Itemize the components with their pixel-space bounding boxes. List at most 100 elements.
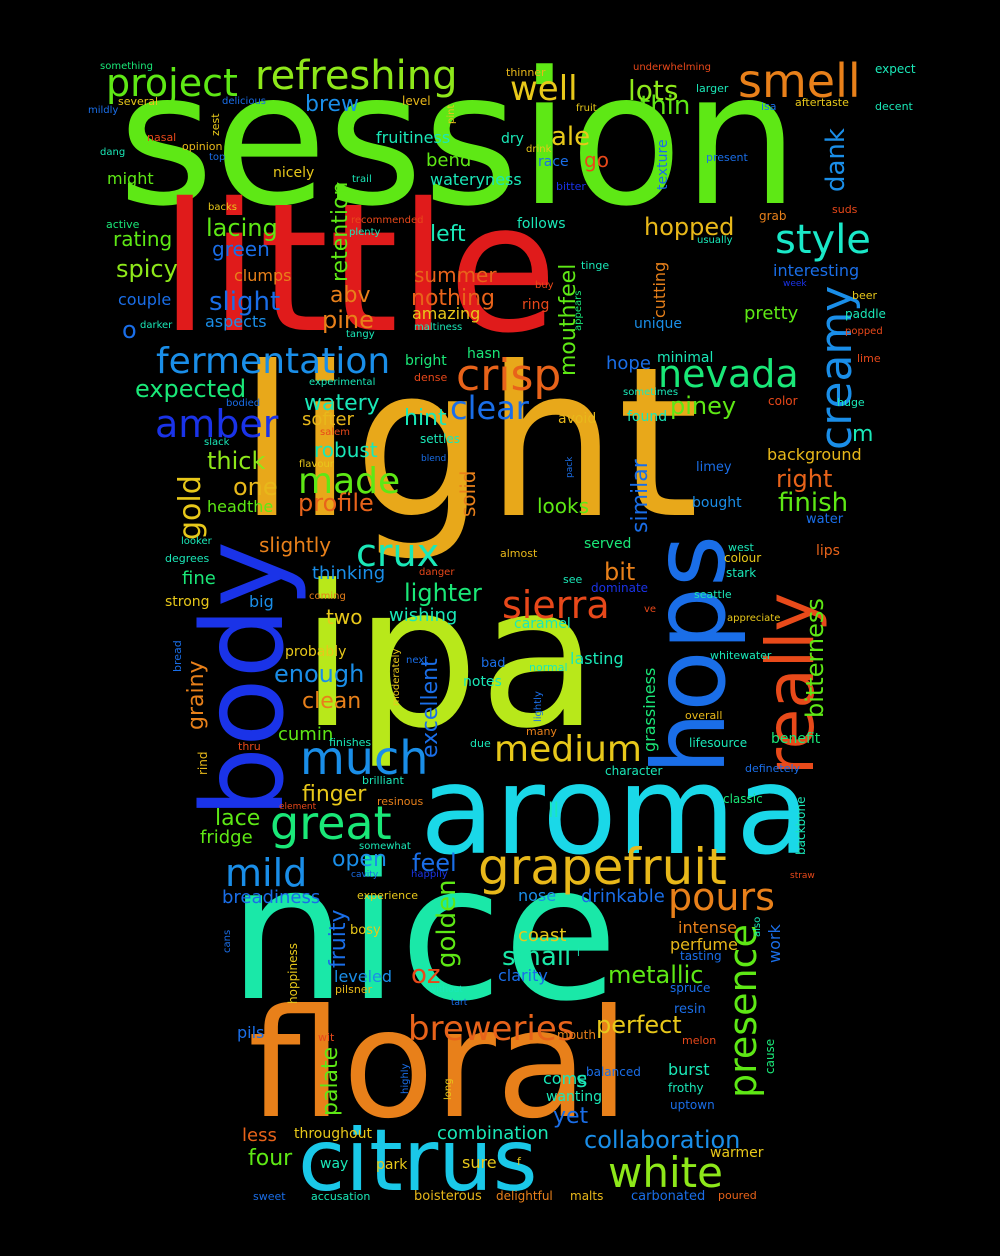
word-bright: bright — [405, 353, 447, 369]
word-fridge: fridge — [200, 827, 253, 848]
word-popped: popped — [845, 326, 883, 337]
word-smell: smell — [738, 54, 861, 108]
word-limey: limey — [696, 460, 732, 475]
word-settles: settles — [420, 432, 461, 446]
word-throughout: throughout — [294, 1126, 372, 1142]
word-finishes: finishes — [329, 736, 372, 749]
word-hint: hint — [404, 406, 447, 431]
word-isa: isa — [761, 100, 777, 113]
word-nose: nose — [518, 886, 557, 905]
word-similar: similar — [628, 459, 653, 533]
word-open: open — [332, 847, 387, 872]
word-clumps: clumps — [234, 266, 292, 285]
word-gold: gold — [173, 475, 208, 540]
word-cumin: cumin — [278, 724, 334, 745]
word-mouth: mouth — [557, 1028, 596, 1042]
word-stark: stark — [726, 566, 757, 580]
word-nasal: nasal — [147, 131, 177, 144]
word-experimental: experimental — [309, 377, 376, 388]
word-zest: zest — [209, 113, 222, 136]
word-l: l — [577, 948, 580, 959]
word-wateryness: wateryness — [430, 170, 522, 189]
word-something: something — [100, 61, 153, 72]
word-balanced: balanced — [586, 1065, 641, 1079]
word-grainy: grainy — [184, 660, 209, 730]
word-piney: piney — [670, 392, 737, 420]
word-tinge: tinge — [581, 259, 610, 272]
word-left: left — [430, 222, 466, 247]
word-small: small — [502, 942, 572, 972]
word-spruce: spruce — [670, 981, 711, 995]
word-degrees: degrees — [165, 552, 210, 565]
word-fermentation: fermentation — [156, 341, 391, 382]
word-seattle: seattle — [694, 588, 732, 601]
word-summer: summer — [414, 263, 497, 287]
word-malts: malts — [570, 1189, 604, 1203]
word-avoid: avoid — [558, 411, 597, 427]
word-straw: straw — [790, 871, 815, 881]
word-accusation: accusation — [311, 1190, 371, 1203]
word-work: work — [765, 924, 784, 963]
word-pint: pint — [446, 104, 457, 124]
word-frothy: frothy — [668, 1081, 704, 1095]
word-amber: amber — [155, 402, 279, 446]
word-bitter: bitter — [556, 180, 586, 193]
word-usually: usually — [697, 235, 733, 246]
word-level: level — [402, 94, 431, 108]
word-way: way — [320, 1156, 349, 1172]
word-lightly: lightly — [533, 691, 544, 722]
word-lasting: lasting — [570, 649, 624, 668]
word-clear: clear — [450, 389, 529, 427]
word-lacing: lacing — [206, 214, 278, 242]
word-opinion: opinion — [182, 140, 223, 153]
word-dry: dry — [501, 131, 524, 147]
word-thick: thick — [207, 447, 266, 475]
word-robust: robust — [314, 438, 378, 462]
word-moderately: moderately — [391, 648, 402, 706]
word-grab: grab — [759, 209, 787, 223]
word-drinkable: drinkable — [581, 886, 665, 907]
word-delicious: delicious — [222, 96, 266, 107]
word-recommended: recommended — [351, 215, 424, 226]
word-breadiness: breadiness — [222, 887, 321, 908]
word-cavity: cavity — [351, 870, 379, 880]
word-session: session — [118, 33, 800, 247]
word-slack: slack — [204, 437, 230, 448]
word-ve: ve — [644, 604, 657, 615]
word-ll: ll — [548, 798, 560, 822]
word-without: without — [429, 985, 463, 995]
word-normal: normal — [529, 661, 568, 674]
word-almost: almost — [500, 547, 538, 560]
word-blend: blend — [421, 454, 447, 464]
word-caramel: caramel — [514, 616, 571, 632]
word-thru: thru — [238, 740, 261, 753]
word-week: week — [783, 279, 807, 289]
word-bitterness: bitterness — [801, 598, 829, 718]
word-top: top — [209, 152, 226, 163]
word-dank: dank — [821, 128, 851, 192]
word-benefit: benefit — [771, 731, 821, 747]
word-also: also — [752, 916, 763, 937]
word-several: several — [118, 95, 159, 108]
word-lime: lime — [857, 352, 881, 365]
word-dominate: dominate — [591, 581, 649, 595]
word-colour: colour — [724, 551, 762, 565]
word-experience: experience — [357, 889, 418, 902]
word-buy: buy — [535, 280, 554, 291]
word-resin: resin — [674, 1002, 706, 1017]
word-enough: enough — [274, 660, 365, 688]
word-thin: thin — [640, 91, 691, 121]
word-character: character — [605, 764, 663, 778]
word-long: long — [443, 1078, 454, 1100]
word-tangy: tangy — [346, 329, 375, 340]
word-notes: notes — [463, 674, 502, 690]
word-active: active — [106, 218, 140, 231]
word-flavour: flavour — [299, 459, 334, 470]
word-minimal: minimal — [657, 350, 714, 366]
word-looker: looker — [181, 536, 212, 547]
word-leveled: leveled — [334, 967, 393, 986]
word-intense: intense — [678, 918, 738, 937]
word-strong: strong — [165, 594, 210, 610]
word-right: right — [776, 465, 833, 493]
